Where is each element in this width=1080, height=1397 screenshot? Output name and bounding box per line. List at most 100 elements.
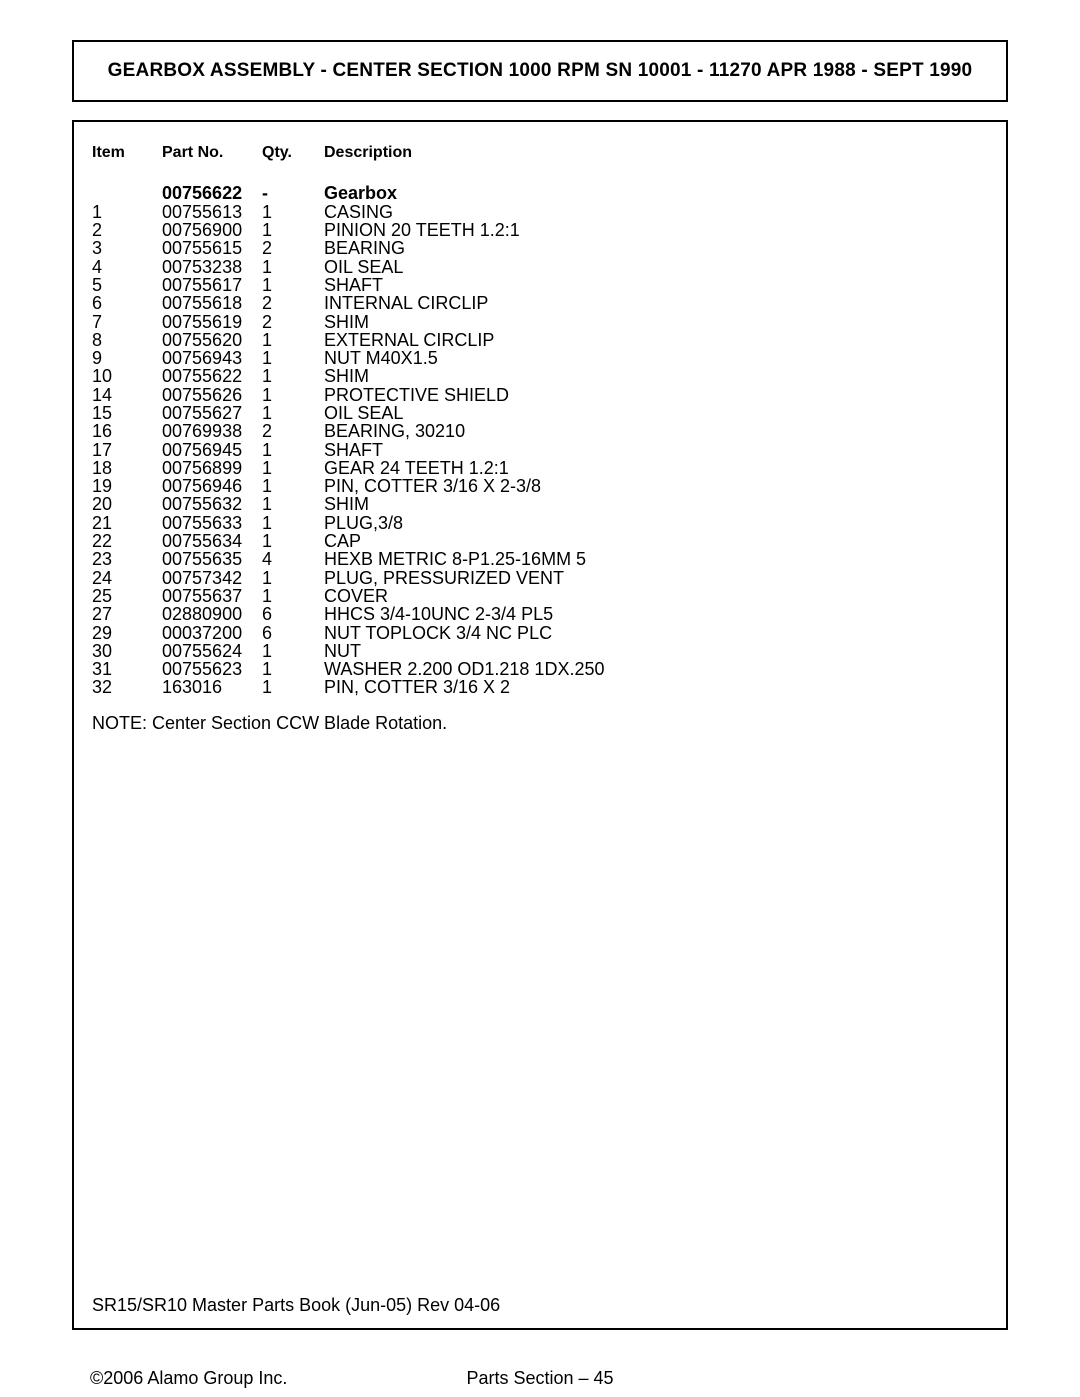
cell-part: 00756946 [162,477,262,495]
footer-copyright: ©2006 Alamo Group Inc. [90,1368,287,1389]
cell-item: 32 [92,678,162,696]
cell-qty: 6 [262,624,324,642]
cell-part: 00755635 [162,550,262,568]
table-row: 6007556182INTERNAL CIRCLIP [92,294,988,312]
cell-item: 14 [92,386,162,404]
cell-item: 15 [92,404,162,422]
cell-qty: 1 [262,404,324,422]
cell-item: 25 [92,587,162,605]
cell-part: 00755634 [162,532,262,550]
cell-part: 00756899 [162,459,262,477]
footer-doc-rev: SR15/SR10 Master Parts Book (Jun-05) Rev… [92,1295,500,1316]
cell-qty: 1 [262,276,324,294]
cell-qty: 1 [262,441,324,459]
cell-qty: 1 [262,349,324,367]
table-row: 30007556241NUT [92,642,988,660]
cell-qty: - [262,184,324,202]
cell-part: 163016 [162,678,262,696]
cell-desc: HHCS 3/4-10UNC 2-3/4 PL5 [324,605,988,623]
cell-desc: NUT [324,642,988,660]
table-row: 7007556192SHIM [92,312,988,330]
cell-desc: SHAFT [324,441,988,459]
cell-part: 00755618 [162,294,262,312]
cell-desc: SHIM [324,313,988,331]
title-box: GEARBOX ASSEMBLY - CENTER SECTION 1000 R… [72,40,1008,102]
cell-item: 29 [92,624,162,642]
cell-part: 00769938 [162,422,262,440]
table-row: 18007568991GEAR 24 TEETH 1.2:1 [92,459,988,477]
cell-qty: 1 [262,495,324,513]
cell-item: 24 [92,569,162,587]
table-row: 27028809006HHCS 3/4-10UNC 2-3/4 PL5 [92,605,988,623]
cell-qty: 1 [262,660,324,678]
cell-desc: OIL SEAL [324,404,988,422]
cell-item: 17 [92,441,162,459]
cell-item: 3 [92,239,162,257]
table-row: 2007569001PINION 20 TEETH 1.2:1 [92,221,988,239]
cell-part: 00755624 [162,642,262,660]
cell-part: 00755613 [162,203,262,221]
cell-part: 00755619 [162,313,262,331]
cell-qty: 1 [262,477,324,495]
parts-table: Item Part No. Qty. Description 00756622-… [92,144,988,697]
table-row: 25007556371COVER [92,587,988,605]
table-row: 24007573421PLUG, PRESSURIZED VENT [92,569,988,587]
table-row: 29000372006NUT TOPLOCK 3/4 NC PLC [92,623,988,641]
cell-part: 00755626 [162,386,262,404]
cell-desc: PROTECTIVE SHIELD [324,386,988,404]
cell-item: 18 [92,459,162,477]
cell-item: 4 [92,258,162,276]
cell-qty: 6 [262,605,324,623]
footer-page-section: Parts Section – 45 [466,1368,613,1389]
table-row: 3007556152BEARING [92,239,988,257]
page-title: GEARBOX ASSEMBLY - CENTER SECTION 1000 R… [84,60,996,82]
cell-part: 00756900 [162,221,262,239]
cell-qty: 1 [262,386,324,404]
cell-part: 00755623 [162,660,262,678]
cell-qty: 1 [262,258,324,276]
cell-desc: PINION 20 TEETH 1.2:1 [324,221,988,239]
cell-item: 8 [92,331,162,349]
cell-part: 00756622 [162,184,262,202]
table-row: 23007556354HEXB METRIC 8-P1.25-16MM 5 [92,550,988,568]
table-row: 15007556271OIL SEAL [92,404,988,422]
cell-item: 20 [92,495,162,513]
cell-item: 19 [92,477,162,495]
cell-desc: PIN, COTTER 3/16 X 2 [324,678,988,696]
cell-qty: 1 [262,678,324,696]
cell-item: 23 [92,550,162,568]
cell-part: 00753238 [162,258,262,276]
cell-desc: SHIM [324,495,988,513]
cell-part: 00755620 [162,331,262,349]
cell-desc: PIN, COTTER 3/16 X 2-3/8 [324,477,988,495]
cell-part: 00755632 [162,495,262,513]
cell-desc: NUT M40X1.5 [324,349,988,367]
col-header-part: Part No. [162,145,262,161]
table-row: 19007569461PIN, COTTER 3/16 X 2-3/8 [92,477,988,495]
cell-desc: BEARING, 30210 [324,422,988,440]
cell-item: 21 [92,514,162,532]
cell-item: 10 [92,367,162,385]
cell-desc: NUT TOPLOCK 3/4 NC PLC [324,624,988,642]
table-header: Item Part No. Qty. Description [92,144,988,162]
cell-qty: 1 [262,569,324,587]
cell-qty: 4 [262,550,324,568]
footer-bar: ©2006 Alamo Group Inc. Parts Section – 4… [90,1368,990,1389]
col-header-item: Item [92,145,162,161]
cell-desc: PLUG,3/8 [324,514,988,532]
table-row: 14007556261PROTECTIVE SHIELD [92,386,988,404]
cell-item: 16 [92,422,162,440]
cell-qty: 1 [262,587,324,605]
cell-item: 9 [92,349,162,367]
cell-item: 6 [92,294,162,312]
cell-desc: OIL SEAL [324,258,988,276]
cell-desc: COVER [324,587,988,605]
cell-part: 00756945 [162,441,262,459]
cell-desc: SHIM [324,367,988,385]
cell-part: 00037200 [162,624,262,642]
note-text: NOTE: Center Section CCW Blade Rotation. [92,713,988,734]
table-row: 16007699382BEARING, 30210 [92,422,988,440]
cell-desc: GEAR 24 TEETH 1.2:1 [324,459,988,477]
cell-desc: WASHER 2.200 OD1.218 1DX.250 [324,660,988,678]
cell-desc: PLUG, PRESSURIZED VENT [324,569,988,587]
